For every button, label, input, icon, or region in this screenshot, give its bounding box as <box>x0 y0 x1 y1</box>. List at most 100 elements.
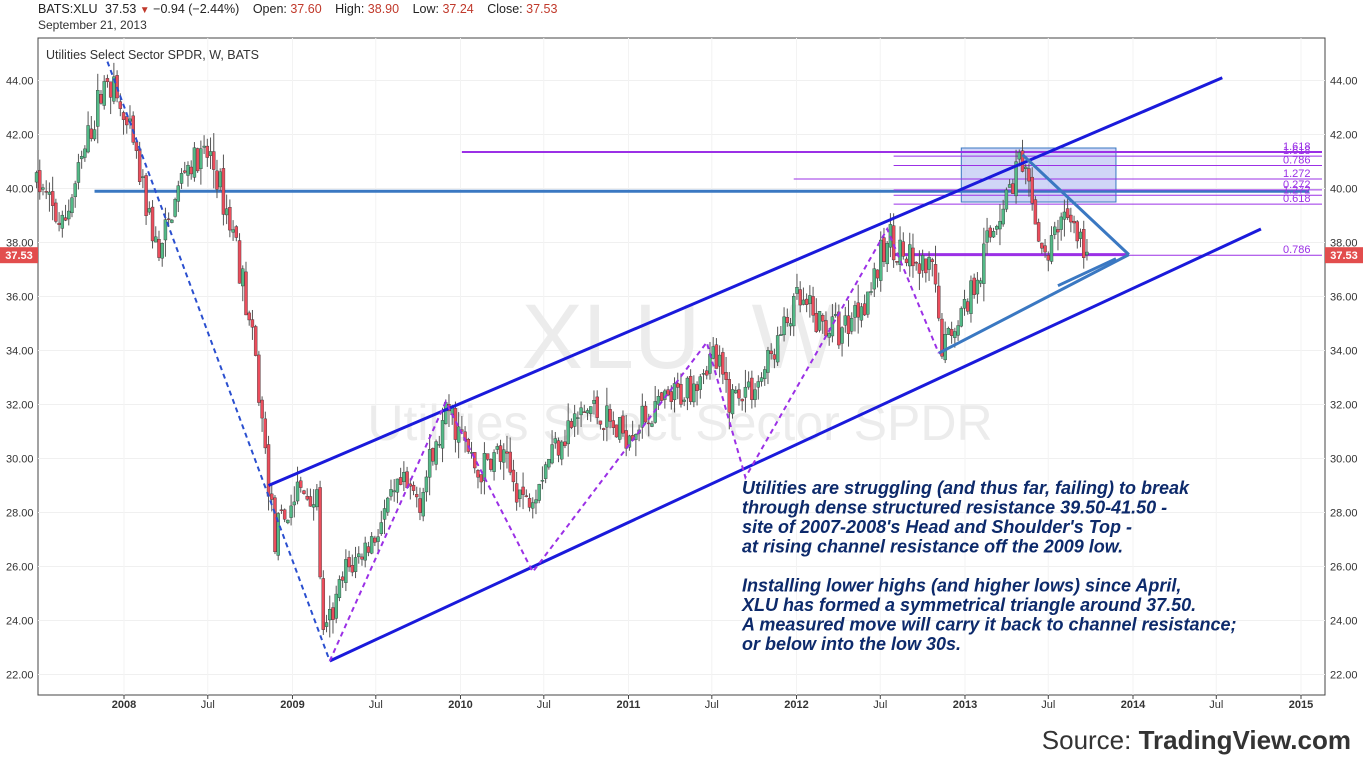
candle-body <box>840 327 844 344</box>
candle-body <box>234 226 239 238</box>
candle-body <box>875 269 880 279</box>
candle-body <box>363 542 367 561</box>
candle-body <box>199 148 203 169</box>
candle-body <box>485 453 490 460</box>
candle-body <box>576 417 580 419</box>
x-tick-label: Jul <box>705 699 719 711</box>
candle-body <box>853 305 857 318</box>
x-tick-label: 2012 <box>784 699 808 711</box>
candle-body <box>366 546 371 553</box>
candle-body <box>402 472 406 483</box>
candle-body <box>1007 184 1012 188</box>
candle-body <box>837 311 841 346</box>
candle-body <box>908 244 912 267</box>
candle-body <box>231 229 235 233</box>
candle-body <box>241 268 245 287</box>
y-tick-label-left: 26.00 <box>6 562 34 574</box>
candle-body <box>643 405 648 423</box>
candle-body <box>940 318 944 357</box>
candle-body <box>943 334 947 361</box>
candle-body <box>811 296 815 316</box>
candle-body <box>96 90 100 127</box>
candle-body <box>550 444 554 464</box>
fib-label: 1.618 <box>1283 145 1311 157</box>
candle-body <box>920 255 925 271</box>
candle-body <box>86 125 90 153</box>
candle-body <box>676 383 680 388</box>
candle-body <box>924 258 928 274</box>
channel-line <box>329 227 1262 663</box>
y-tick-label-right: 26.00 <box>1330 562 1358 574</box>
candle-body <box>1059 216 1063 230</box>
symbol-label: BATS:XLU <box>38 2 98 16</box>
y-tick-label-right: 24.00 <box>1330 616 1358 628</box>
candle-body <box>179 173 184 184</box>
candle-body <box>556 440 561 456</box>
candle-body <box>166 218 171 220</box>
close-label: Close: <box>487 2 523 16</box>
low-value: 37.24 <box>442 2 474 16</box>
candle-body <box>389 489 393 497</box>
candle-body <box>1004 189 1009 210</box>
candle-body <box>105 78 110 82</box>
candle-body <box>585 410 590 414</box>
candle-body <box>788 323 793 327</box>
candle-body <box>144 175 148 216</box>
candle-body <box>895 261 899 263</box>
candle-body <box>279 509 284 511</box>
candle-body <box>756 381 761 388</box>
annotation-line: Installing lower highs (and higher lows)… <box>742 576 1181 596</box>
candle-body <box>44 191 48 193</box>
open-label: Open: <box>252 2 287 16</box>
candle-body <box>560 441 564 460</box>
candle-body <box>386 497 390 513</box>
candle-body <box>1001 208 1005 225</box>
candle-body <box>331 607 335 620</box>
candle-body <box>411 484 416 491</box>
candle-body <box>666 389 670 396</box>
fib-label: 1.272 <box>1283 168 1311 180</box>
candle-body <box>302 490 306 494</box>
source-prefix: Source: <box>1041 725 1139 755</box>
candle-body <box>746 381 751 388</box>
down-arrow-icon: ▼ <box>139 5 150 16</box>
candle-body <box>1024 166 1028 169</box>
price-change: −0.94 (−2.44%) <box>153 2 240 16</box>
candle-body <box>514 483 519 503</box>
candle-body <box>656 395 661 405</box>
candle-body <box>611 420 616 428</box>
candle-body <box>170 219 174 223</box>
candle-body <box>41 187 45 190</box>
candle-body <box>659 392 664 401</box>
candle-body <box>843 315 847 326</box>
candle-body <box>92 129 97 140</box>
y-tick-label-left: 24.00 <box>6 616 34 628</box>
candle-body <box>859 306 864 321</box>
candle-body <box>244 271 248 316</box>
candle-body <box>125 116 129 126</box>
annotation-line: at rising channel resistance off the 200… <box>742 537 1123 557</box>
candle-body <box>308 496 313 507</box>
candle-body <box>801 299 806 305</box>
candle-body <box>57 222 61 225</box>
candle-body <box>827 333 831 338</box>
candle-body <box>737 389 741 399</box>
candle-body <box>228 207 232 231</box>
candle-body <box>917 263 922 274</box>
candle-body <box>382 508 387 520</box>
candle-body <box>173 199 177 217</box>
candle-body <box>1040 242 1044 249</box>
candle-body <box>688 375 693 402</box>
price-tag-right-label: 37.53 <box>1330 250 1358 262</box>
candle-body <box>518 489 522 499</box>
candle-body <box>563 441 567 446</box>
candle-body <box>543 464 548 479</box>
candle-body <box>1036 222 1041 242</box>
candle-body <box>118 101 123 109</box>
candle-body <box>782 316 786 336</box>
candle-body <box>640 405 645 428</box>
close-value: 37.53 <box>526 2 558 16</box>
candle-body <box>914 262 918 264</box>
candle-body <box>108 81 113 98</box>
